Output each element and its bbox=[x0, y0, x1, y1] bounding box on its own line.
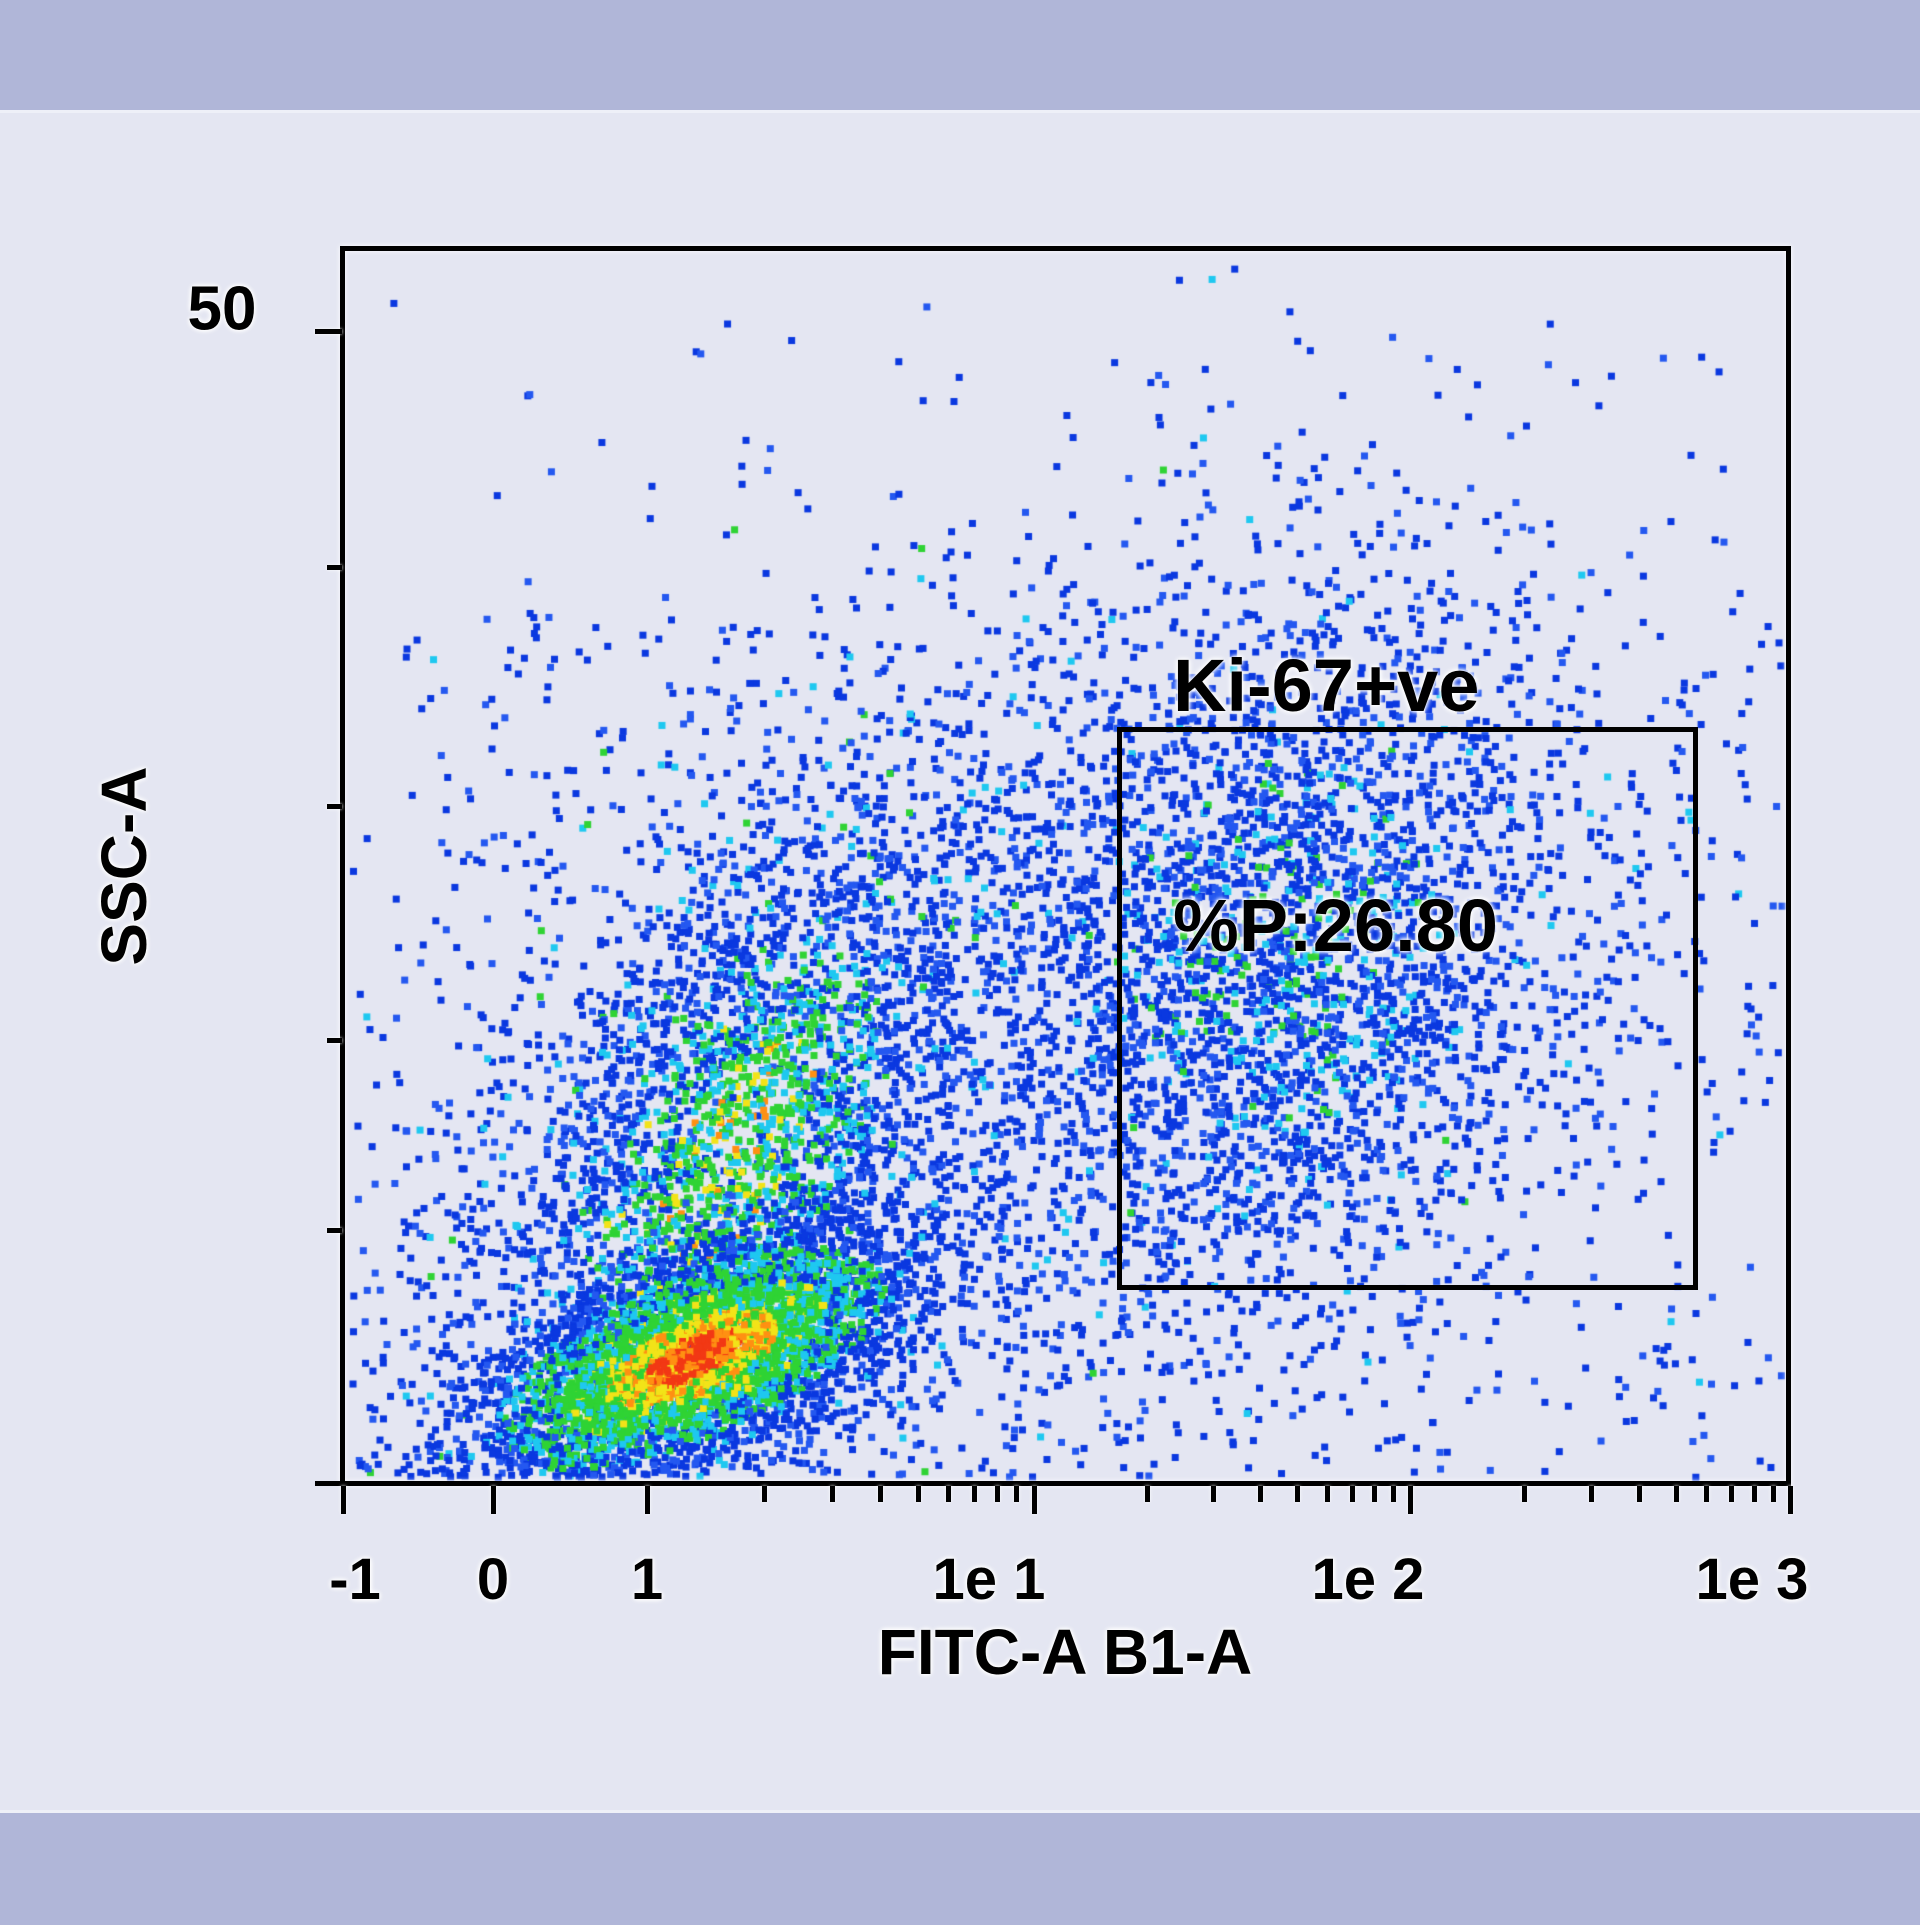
x-tick-minor bbox=[1752, 1486, 1757, 1502]
x-tick-label: 1 bbox=[630, 1547, 664, 1612]
x-tick-minor bbox=[1325, 1486, 1330, 1502]
x-tick-major bbox=[491, 1486, 496, 1514]
gate-rect[interactable] bbox=[1117, 727, 1698, 1290]
gate-annotation: Ki-67+ve %P:26.80 bbox=[1173, 486, 1498, 1046]
x-tick-major bbox=[1408, 1486, 1413, 1514]
x-tick-minor bbox=[1145, 1486, 1150, 1502]
x-tick-minor bbox=[1589, 1486, 1594, 1502]
x-tick-label: 1e 1 bbox=[932, 1547, 1046, 1612]
x-tick-label: 1e 2 bbox=[1311, 1547, 1425, 1612]
x-tick-major bbox=[1788, 1486, 1793, 1514]
x-tick-minor bbox=[1674, 1486, 1679, 1502]
x-tick-major bbox=[645, 1486, 650, 1514]
x-tick-minor bbox=[762, 1486, 767, 1502]
y-tick-major bbox=[315, 329, 342, 334]
x-tick-minor bbox=[1258, 1486, 1263, 1502]
header-band bbox=[0, 0, 1920, 113]
x-tick-minor bbox=[946, 1486, 951, 1502]
y-tick-minor bbox=[327, 1228, 342, 1233]
plot-frame bbox=[340, 246, 1791, 1486]
x-tick-minor bbox=[1771, 1486, 1776, 1502]
x-tick-label: 1e 3 bbox=[1695, 1547, 1809, 1612]
x-tick-minor bbox=[1211, 1486, 1216, 1502]
y-tick-minor bbox=[327, 804, 342, 809]
x-tick-minor bbox=[1014, 1486, 1019, 1502]
x-tick-minor bbox=[1372, 1486, 1377, 1502]
x-tick-minor bbox=[1391, 1486, 1396, 1502]
gate-name-label: Ki-67+ve bbox=[1173, 644, 1480, 727]
y-tick-minor bbox=[327, 1038, 342, 1043]
x-tick-label: -1 bbox=[329, 1547, 381, 1612]
gate-percent-label: %P:26.80 bbox=[1173, 884, 1498, 967]
y-tick-minor bbox=[327, 565, 342, 570]
scatter-canvas bbox=[345, 251, 1786, 1481]
x-tick-minor bbox=[830, 1486, 835, 1502]
x-axis-line bbox=[315, 1481, 347, 1486]
x-tick-minor bbox=[1729, 1486, 1734, 1502]
x-tick-minor bbox=[1704, 1486, 1709, 1502]
y-axis-title: SSC-A bbox=[88, 766, 160, 966]
x-tick-minor bbox=[1522, 1486, 1527, 1502]
x-tick-major bbox=[1032, 1486, 1037, 1514]
x-tick-minor bbox=[1637, 1486, 1642, 1502]
x-axis-title: FITC-A B1-A bbox=[877, 1616, 1253, 1688]
x-tick-minor bbox=[972, 1486, 977, 1502]
x-tick-minor bbox=[1350, 1486, 1355, 1502]
x-tick-minor bbox=[878, 1486, 883, 1502]
y-tick-label-50: 50 bbox=[187, 274, 257, 344]
x-tick-minor bbox=[916, 1486, 921, 1502]
footer-band bbox=[0, 1810, 1920, 1925]
x-tick-label: 0 bbox=[476, 1547, 510, 1612]
x-tick-major bbox=[341, 1486, 346, 1514]
x-tick-minor bbox=[1295, 1486, 1300, 1502]
x-tick-minor bbox=[995, 1486, 1000, 1502]
